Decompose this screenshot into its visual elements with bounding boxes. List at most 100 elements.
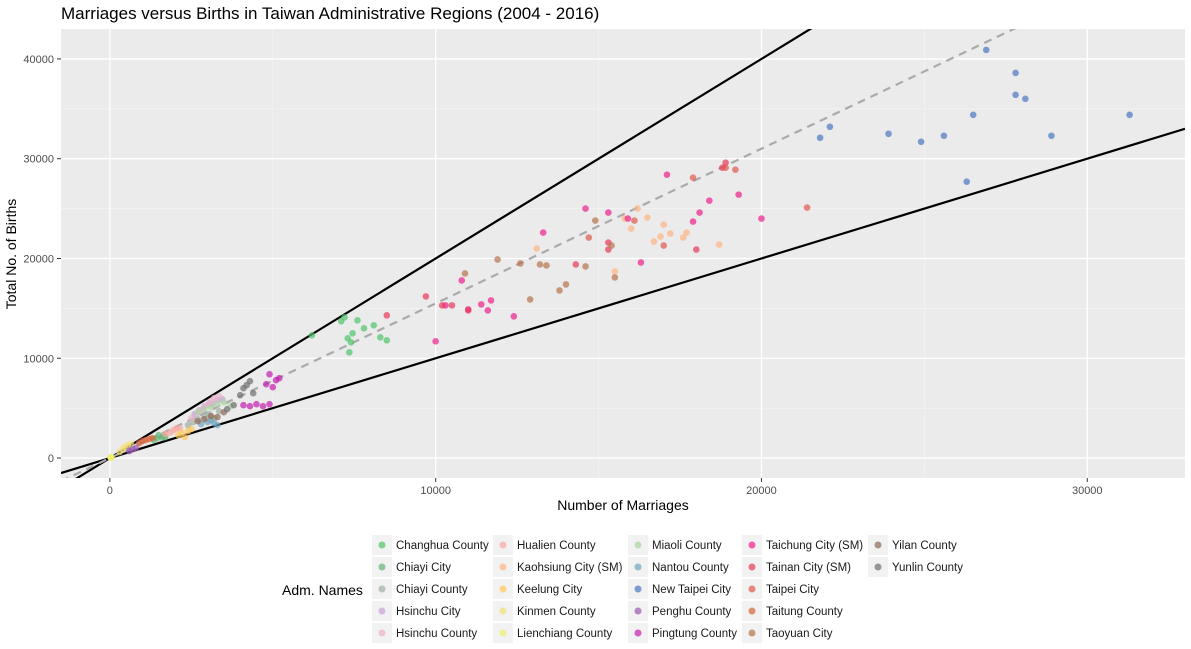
legend-swatch xyxy=(378,629,386,637)
data-point xyxy=(215,392,223,400)
legend-item: Pingtung County xyxy=(628,623,737,643)
data-point xyxy=(735,191,742,198)
data-point xyxy=(207,403,215,411)
data-point xyxy=(572,261,580,268)
data-point xyxy=(715,241,723,248)
data-point xyxy=(487,297,495,304)
data-point xyxy=(1126,111,1133,119)
data-point xyxy=(346,348,353,356)
legend-label: Nantou County xyxy=(652,562,729,574)
legend-item: Chiayi City xyxy=(372,557,451,577)
legend-item: Kinmen County xyxy=(493,601,596,621)
legend-label: Hsinchu County xyxy=(396,628,477,640)
data-point xyxy=(562,281,570,288)
data-point xyxy=(660,221,668,228)
y-axis-label: Total No. of Births xyxy=(3,199,19,310)
legend-label: Kinmen County xyxy=(517,606,596,618)
y-tick-label: 20000 xyxy=(23,253,54,265)
data-point xyxy=(722,164,729,171)
series-hualien-county xyxy=(161,424,184,438)
legend-label: Taipei City xyxy=(766,584,819,596)
data-point xyxy=(236,391,244,399)
legend-label: Taitung County xyxy=(766,606,843,618)
y-tick-label: 0 xyxy=(48,453,54,465)
data-points xyxy=(107,46,1133,461)
data-point xyxy=(246,402,254,410)
data-point xyxy=(269,383,277,391)
data-point xyxy=(484,307,492,314)
data-point xyxy=(246,377,254,385)
data-point xyxy=(188,414,195,422)
legend-item: Yunlin County xyxy=(868,557,963,577)
data-point xyxy=(240,401,247,409)
chart-title: Marriages versus Births in Taiwan Admini… xyxy=(61,4,599,23)
series-kinmen-county xyxy=(116,440,135,456)
data-point xyxy=(1012,69,1019,77)
legend-item: Changhua County xyxy=(372,535,489,555)
data-point xyxy=(660,242,668,249)
data-point xyxy=(517,260,524,267)
data-point xyxy=(758,215,765,222)
data-point xyxy=(582,205,589,212)
x-tick-label: 20000 xyxy=(746,485,777,497)
data-point xyxy=(181,433,189,441)
reference-line-3 xyxy=(65,29,1017,478)
data-point xyxy=(214,413,221,421)
data-point xyxy=(689,218,697,225)
data-point xyxy=(148,434,156,442)
legend-label: Changhua County xyxy=(396,540,489,552)
data-point xyxy=(605,209,612,216)
data-point xyxy=(543,262,550,269)
legend-item: Taichung City (SM) xyxy=(742,535,863,555)
data-point xyxy=(611,274,619,281)
data-point xyxy=(644,214,651,221)
legend-swatch xyxy=(378,607,386,615)
data-point xyxy=(349,330,356,337)
legend-label: Pingtung County xyxy=(652,628,737,640)
data-point xyxy=(634,205,641,212)
data-point xyxy=(201,405,208,413)
legend-item: New Taipei City xyxy=(628,579,731,599)
reference-lines xyxy=(61,29,1185,478)
series-miaoli-county xyxy=(194,398,234,416)
legend-item: Hsinchu County xyxy=(372,623,477,643)
y-tick-label: 10000 xyxy=(23,353,54,365)
legend-swatch xyxy=(634,541,642,549)
data-point xyxy=(214,421,221,429)
data-point xyxy=(127,440,135,448)
series-penghu-county xyxy=(126,444,140,455)
legend-label: New Taipei City xyxy=(652,584,731,596)
data-point xyxy=(666,230,674,237)
data-point xyxy=(732,166,739,173)
legend-label: Miaoli County xyxy=(652,540,722,552)
legend-label: Taichung City (SM) xyxy=(766,540,863,552)
legend-swatch xyxy=(378,541,386,549)
legend-item: Hsinchu City xyxy=(372,601,461,621)
data-point xyxy=(624,215,632,222)
legend-label: Yilan County xyxy=(892,540,957,552)
legend-label: Penghu County xyxy=(652,606,732,618)
data-point xyxy=(816,134,824,142)
legend-item: Tainan City (SM) xyxy=(742,557,851,577)
data-point xyxy=(275,374,283,382)
legend-label: Chiayi County xyxy=(396,584,468,596)
legend-swatch xyxy=(874,563,882,571)
legend: Changhua County Chiayi City Chiayi County H… xyxy=(372,535,963,643)
legend-swatch xyxy=(499,563,507,571)
x-tick-label: 30000 xyxy=(1072,485,1103,497)
data-point xyxy=(132,444,140,452)
y-axis-ticks: 0 10000 20000 30000 40000 xyxy=(23,54,61,465)
data-point xyxy=(194,417,202,425)
series-new-taipei-city xyxy=(816,46,1133,185)
data-point xyxy=(383,312,391,319)
data-point xyxy=(461,270,469,277)
data-point xyxy=(533,245,540,252)
legend-swatch xyxy=(634,607,642,615)
data-point xyxy=(683,229,690,236)
data-point xyxy=(657,233,664,240)
legend-swatch xyxy=(634,629,642,637)
data-point xyxy=(220,398,228,406)
data-point xyxy=(963,178,971,185)
data-point xyxy=(176,424,184,432)
